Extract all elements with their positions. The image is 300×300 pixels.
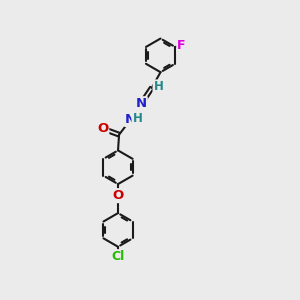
Text: N: N (125, 113, 136, 126)
Text: F: F (177, 39, 186, 52)
Text: O: O (112, 189, 124, 202)
Text: H: H (132, 112, 142, 125)
Text: H: H (154, 80, 164, 93)
Text: O: O (97, 122, 108, 135)
Text: N: N (136, 97, 147, 110)
Text: Cl: Cl (111, 250, 125, 263)
